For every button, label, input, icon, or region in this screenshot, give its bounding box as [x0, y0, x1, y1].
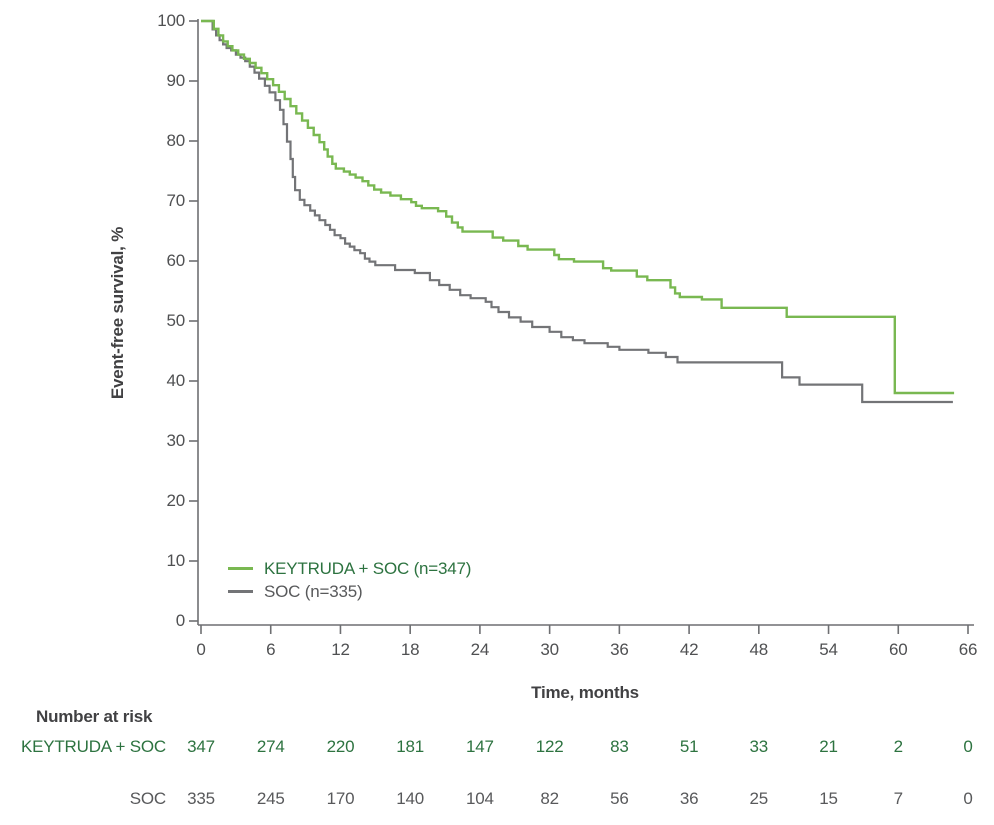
- x-tick-label: 42: [679, 640, 699, 659]
- y-tick-label: 100: [157, 11, 185, 30]
- risk-value: 140: [396, 789, 425, 808]
- y-tick-label: 20: [166, 491, 185, 510]
- risk-value: 83: [610, 737, 629, 756]
- risk-value: 82: [540, 789, 559, 808]
- x-tick-label: 12: [331, 640, 350, 659]
- y-tick-label: 30: [166, 431, 185, 450]
- legend-item-soc: SOC (n=335): [228, 580, 471, 603]
- x-tick-label: 0: [196, 640, 206, 659]
- soc-line-swatch: [228, 590, 253, 593]
- risk-value: 347: [187, 737, 215, 756]
- keytruda-line-swatch: [228, 567, 253, 570]
- risk-value: 33: [749, 737, 769, 756]
- x-tick-label: 54: [819, 640, 838, 659]
- x-tick-label: 30: [540, 640, 559, 659]
- risk-value: 36: [679, 789, 699, 808]
- risk-value: 181: [396, 737, 425, 756]
- risk-value: 170: [326, 789, 355, 808]
- risk-value: 0: [963, 789, 973, 808]
- risk-value: 51: [679, 737, 699, 756]
- x-tick-label: 18: [400, 640, 420, 659]
- x-tick-label: 6: [266, 640, 276, 659]
- risk-value: 25: [749, 789, 769, 808]
- risk-row-label-soc: SOC: [129, 789, 166, 808]
- risk-value: 104: [466, 789, 494, 808]
- y-tick-label: 0: [175, 611, 185, 630]
- risk-value: 0: [963, 737, 973, 756]
- risk-value: 335: [187, 789, 215, 808]
- x-axis-title: Time, months: [531, 683, 639, 702]
- risk-value: 7: [893, 789, 903, 808]
- km-curve-soc: [201, 19, 953, 404]
- km-curve-keytruda-soc: [201, 19, 955, 395]
- y-tick-label: 40: [166, 371, 185, 390]
- legend-label-soc: SOC (n=335): [264, 582, 363, 601]
- x-tick-label: 66: [958, 640, 978, 659]
- risk-value: 147: [466, 737, 494, 756]
- x-tick-label: 24: [470, 640, 490, 659]
- risk-value: 15: [819, 789, 838, 808]
- y-tick-label: 70: [166, 191, 185, 210]
- legend-label-keytruda: KEYTRUDA + SOC (n=347): [264, 559, 472, 578]
- x-tick-label: 60: [889, 640, 908, 659]
- y-tick-label: 80: [166, 131, 185, 150]
- x-tick-label: 48: [749, 640, 769, 659]
- y-tick-label: 10: [166, 551, 185, 570]
- number-at-risk-title: Number at risk: [36, 707, 153, 726]
- legend: KEYTRUDA + SOC (n=347) SOC (n=335): [228, 557, 471, 603]
- risk-value: 122: [535, 737, 564, 756]
- risk-value: 245: [256, 789, 285, 808]
- risk-row-label-keytruda: KEYTRUDA + SOC: [20, 737, 166, 756]
- x-tick-label: 36: [610, 640, 629, 659]
- y-tick-label: 50: [166, 311, 185, 330]
- y-tick-label: 60: [166, 251, 185, 270]
- y-tick-label: 90: [166, 71, 185, 90]
- risk-value: 21: [819, 737, 838, 756]
- risk-value: 56: [610, 789, 629, 808]
- legend-item-keytruda: KEYTRUDA + SOC (n=347): [228, 557, 471, 580]
- risk-value: 274: [256, 737, 285, 756]
- risk-value: 2: [893, 737, 903, 756]
- risk-value: 220: [326, 737, 355, 756]
